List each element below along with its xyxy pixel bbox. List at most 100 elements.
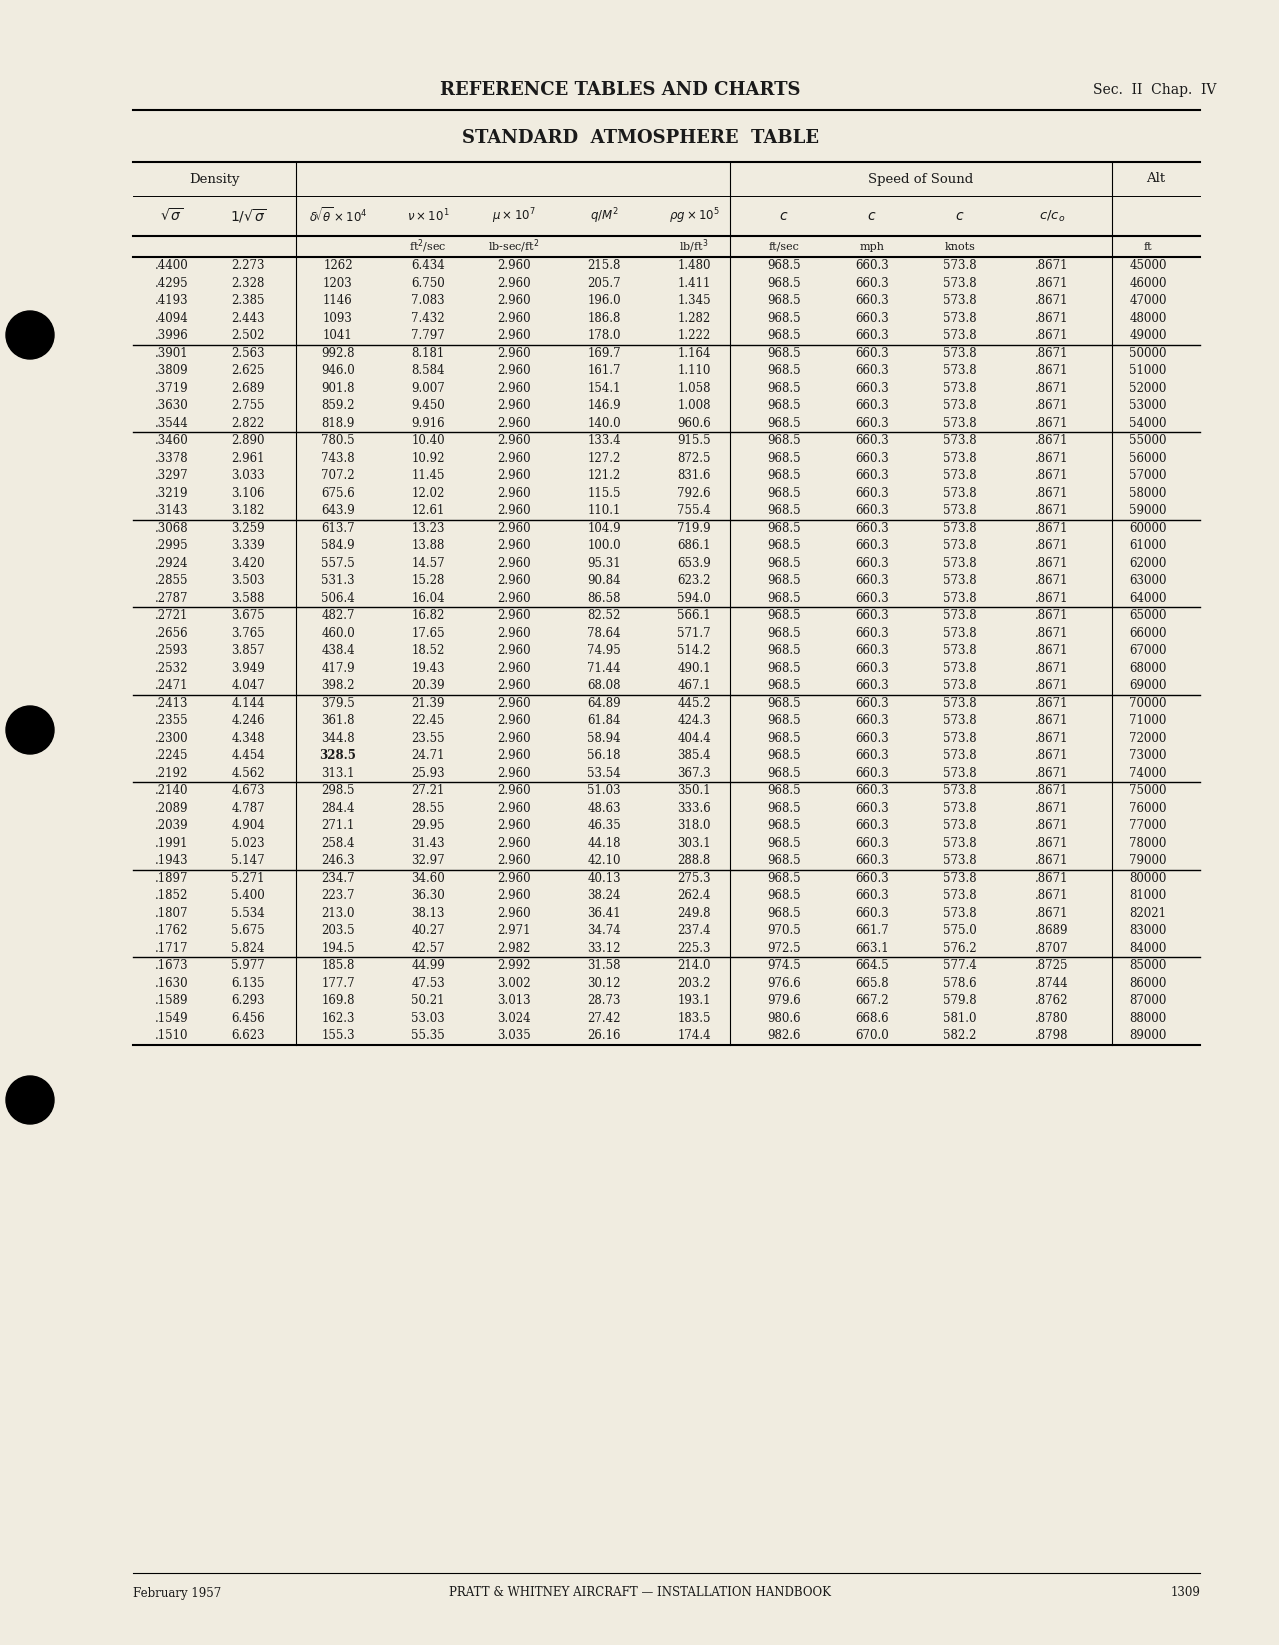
Text: 573.8: 573.8 [943,819,977,832]
Text: 29.95: 29.95 [411,819,445,832]
Text: 1146: 1146 [324,294,353,308]
Text: 1.164: 1.164 [678,347,711,360]
Text: 54000: 54000 [1129,416,1166,429]
Text: 660.3: 660.3 [856,452,889,466]
Text: 74000: 74000 [1129,767,1166,780]
Text: 660.3: 660.3 [856,679,889,693]
Text: 2.960: 2.960 [498,679,531,693]
Text: .1630: .1630 [155,977,189,990]
Text: 573.8: 573.8 [943,434,977,447]
Text: 84000: 84000 [1129,941,1166,954]
Text: 214.0: 214.0 [678,959,711,972]
Text: 6.135: 6.135 [231,977,265,990]
Text: 719.9: 719.9 [677,521,711,535]
Text: 9.007: 9.007 [411,382,445,395]
Text: .8798: .8798 [1035,1030,1069,1043]
Text: 2.960: 2.960 [498,609,531,622]
Text: 8.181: 8.181 [412,347,445,360]
Text: 968.5: 968.5 [767,609,801,622]
Text: 968.5: 968.5 [767,540,801,553]
Text: 573.8: 573.8 [943,416,977,429]
Text: 7.432: 7.432 [411,313,445,324]
Text: 2.960: 2.960 [498,906,531,920]
Text: 968.5: 968.5 [767,260,801,273]
Text: 573.8: 573.8 [943,697,977,709]
Text: 1.282: 1.282 [678,313,711,324]
Text: .8671: .8671 [1035,801,1069,814]
Text: 59000: 59000 [1129,505,1166,517]
Text: .8671: .8671 [1035,294,1069,308]
Text: 34.74: 34.74 [587,924,620,938]
Text: 573.8: 573.8 [943,609,977,622]
Text: 15.28: 15.28 [412,574,445,587]
Text: 5.675: 5.675 [231,924,265,938]
Text: lb-sec/ft$^2$: lb-sec/ft$^2$ [489,237,540,255]
Text: 36.41: 36.41 [587,906,620,920]
Text: 74.95: 74.95 [587,645,620,658]
Text: 2.443: 2.443 [231,313,265,324]
Text: 72000: 72000 [1129,732,1166,745]
Text: 313.1: 313.1 [321,767,354,780]
Text: 3.024: 3.024 [498,1012,531,1025]
Text: 78.64: 78.64 [587,627,620,640]
Text: 115.5: 115.5 [587,487,620,500]
Text: 968.5: 968.5 [767,714,801,727]
Text: 979.6: 979.6 [767,994,801,1007]
Text: REFERENCE TABLES AND CHARTS: REFERENCE TABLES AND CHARTS [440,81,801,99]
Text: 26.16: 26.16 [587,1030,620,1043]
Text: 573.8: 573.8 [943,400,977,413]
Text: 660.3: 660.3 [856,521,889,535]
Text: 52000: 52000 [1129,382,1166,395]
Text: 69000: 69000 [1129,679,1166,693]
Text: 333.6: 333.6 [677,801,711,814]
Text: .8671: .8671 [1035,574,1069,587]
Text: .8671: .8671 [1035,276,1069,290]
Text: $1/\sqrt{\sigma}$: $1/\sqrt{\sigma}$ [230,207,266,225]
Text: 318.0: 318.0 [678,819,711,832]
Text: 71000: 71000 [1129,714,1166,727]
Text: 16.82: 16.82 [412,609,445,622]
Text: 755.4: 755.4 [677,505,711,517]
Text: 4.246: 4.246 [231,714,265,727]
Text: 28.55: 28.55 [412,801,445,814]
Text: 490.1: 490.1 [677,661,711,674]
Text: 974.5: 974.5 [767,959,801,972]
Text: 660.3: 660.3 [856,487,889,500]
Text: 660.3: 660.3 [856,347,889,360]
Text: 3.949: 3.949 [231,661,265,674]
Text: 970.5: 970.5 [767,924,801,938]
Text: 23.55: 23.55 [411,732,445,745]
Text: 31.43: 31.43 [411,837,445,850]
Text: $c$: $c$ [955,209,964,224]
Text: .4094: .4094 [155,313,189,324]
Text: 2.502: 2.502 [231,329,265,342]
Text: 2.960: 2.960 [498,452,531,466]
Text: 968.5: 968.5 [767,416,801,429]
Text: 42.10: 42.10 [587,854,620,867]
Text: .3544: .3544 [155,416,189,429]
Text: .3297: .3297 [155,469,189,482]
Text: 75000: 75000 [1129,785,1166,798]
Text: 2.625: 2.625 [231,364,265,377]
Text: 573.8: 573.8 [943,487,977,500]
Text: 110.1: 110.1 [587,505,620,517]
Text: 573.8: 573.8 [943,890,977,901]
Text: 64000: 64000 [1129,592,1166,605]
Text: 193.1: 193.1 [678,994,711,1007]
Text: 660.3: 660.3 [856,556,889,569]
Text: 161.7: 161.7 [587,364,620,377]
Circle shape [6,311,54,359]
Text: 1.110: 1.110 [678,364,711,377]
Text: 571.7: 571.7 [677,627,711,640]
Text: 33.12: 33.12 [587,941,620,954]
Text: .2300: .2300 [155,732,189,745]
Text: 36.30: 36.30 [411,890,445,901]
Text: 2.960: 2.960 [498,767,531,780]
Text: 573.8: 573.8 [943,645,977,658]
Text: 44.99: 44.99 [411,959,445,972]
Text: 557.5: 557.5 [321,556,354,569]
Text: .8671: .8671 [1035,329,1069,342]
Text: 573.8: 573.8 [943,767,977,780]
Text: 66000: 66000 [1129,627,1166,640]
Text: .1991: .1991 [155,837,189,850]
